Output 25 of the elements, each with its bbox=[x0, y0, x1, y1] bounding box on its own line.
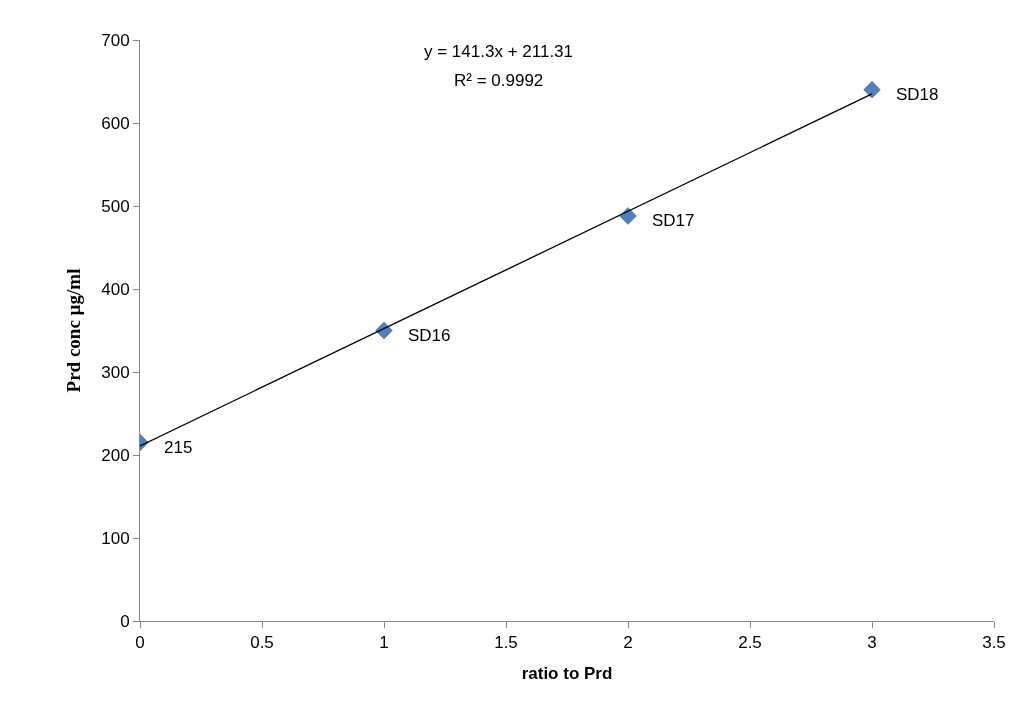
x-tick-label: 1.5 bbox=[494, 633, 518, 653]
annotation: y = 141.3x + 211.31 bbox=[424, 42, 574, 61]
y-tick-label: 100 bbox=[101, 528, 130, 548]
x-tick-label: 1 bbox=[379, 633, 389, 653]
point bbox=[863, 81, 881, 99]
x-tick-label: 2.5 bbox=[738, 633, 762, 653]
annotation: 215 bbox=[164, 438, 193, 457]
x-tick-label: 0.5 bbox=[250, 633, 274, 653]
y-tick-label: 0 bbox=[120, 611, 130, 631]
x-tick-label: 3.5 bbox=[982, 633, 1006, 653]
y-tick-label: 700 bbox=[101, 30, 130, 50]
y-axis-title: Prd conc µg/ml bbox=[63, 268, 85, 393]
y-tick-label: 600 bbox=[101, 113, 130, 133]
annotation: SD18 bbox=[896, 85, 939, 104]
x-tick-label: 2 bbox=[623, 633, 633, 653]
annotation: R² = 0.9992 bbox=[454, 71, 544, 90]
x-axis-title: ratio to Prd bbox=[521, 663, 613, 683]
x-tick-label: 0 bbox=[135, 633, 145, 653]
x-tick-label: 3 bbox=[867, 633, 877, 653]
y-tick-label: 500 bbox=[101, 196, 130, 216]
y-tick-label: 400 bbox=[101, 279, 130, 299]
y-tick-label: 200 bbox=[101, 445, 130, 465]
annotation: SD17 bbox=[652, 211, 695, 230]
annotation: SD16 bbox=[408, 326, 451, 345]
y-tick-label: 300 bbox=[101, 362, 130, 382]
